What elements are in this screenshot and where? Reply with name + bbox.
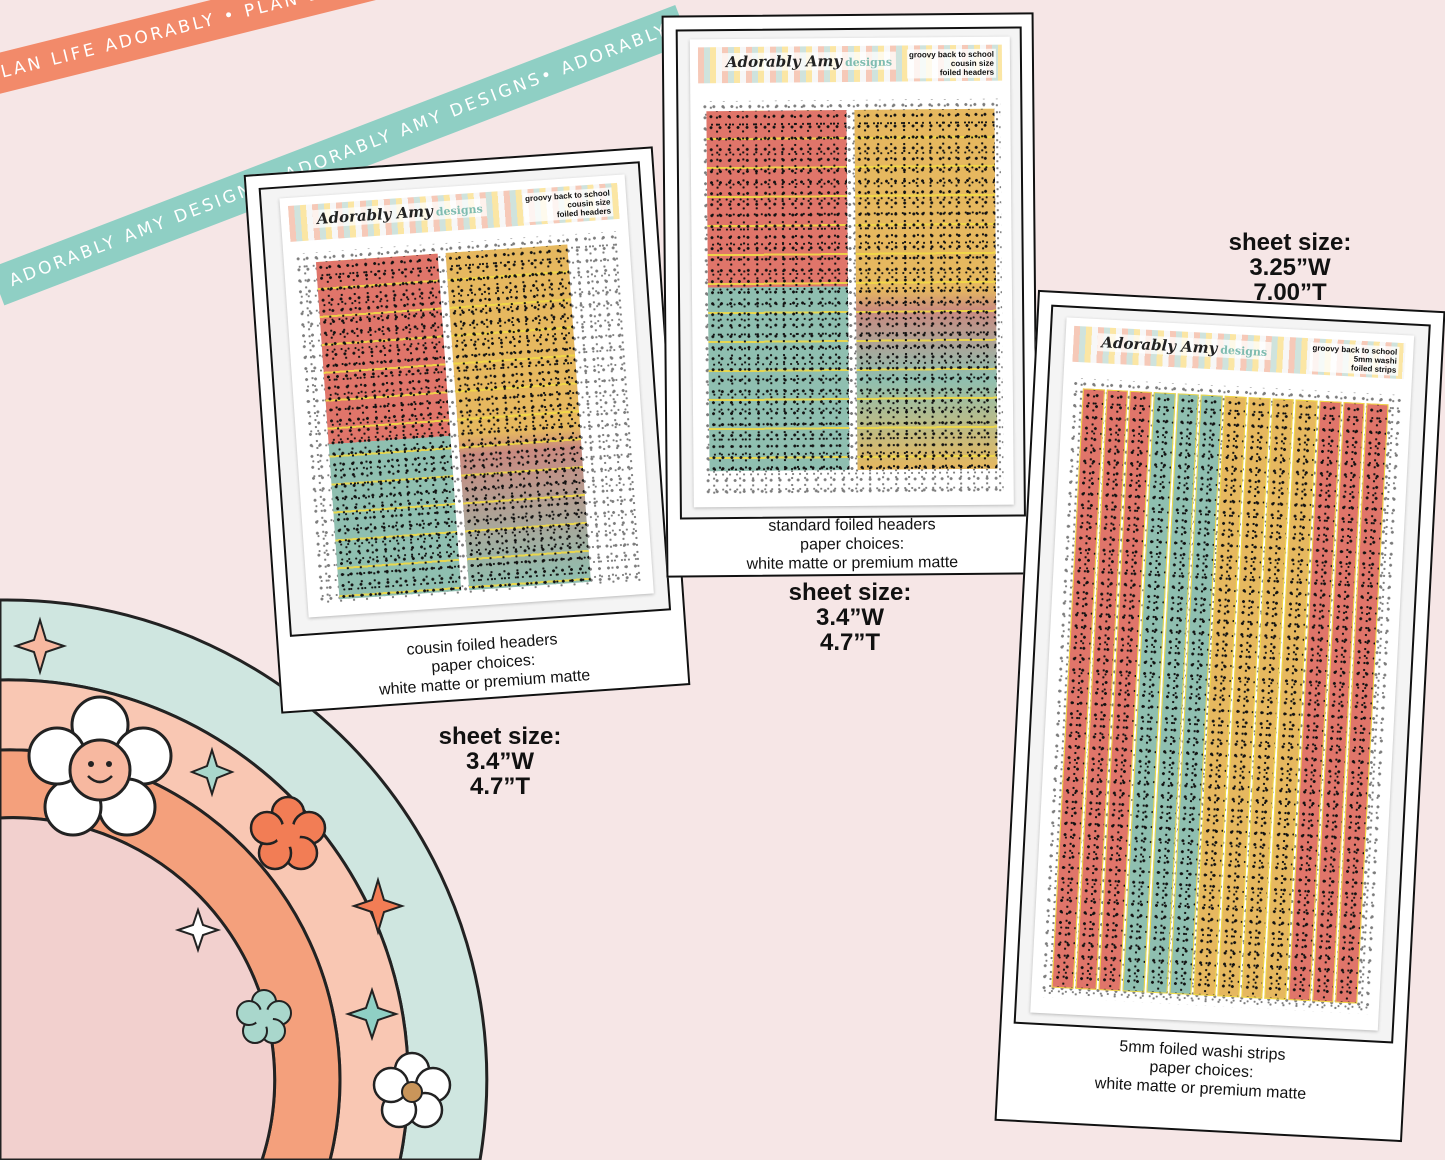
sheet-header: Adorably Amy designs groovy back to schoo… [697, 44, 1003, 84]
sheet-title: groovy back to school cousin size foiled h… [522, 187, 614, 223]
sheet-header: Adorably Amy designs groovy back to schoo… [287, 182, 620, 242]
sheet-size-label: sheet size: 3.4”W 4.7”T [438, 723, 562, 800]
flower-icon [236, 989, 292, 1044]
product-caption: 5mm foiled washi strips paper choices: whi… [1094, 1038, 1307, 1104]
brand-logo: Adorably Amy designs [1096, 333, 1272, 361]
header-column-right [445, 244, 591, 591]
rainbow-illustration [0, 598, 489, 1160]
product-caption: standard foiled headers paper choices: whi… [746, 516, 959, 573]
product-photo: Adorably Amy designs groovy back to schoo… [1013, 304, 1431, 1044]
smiley-flower-icon [27, 695, 173, 837]
sticker-sheet: Adorably Amy designs groovy back to schoo… [1030, 317, 1415, 1031]
washi-strip-group [1051, 388, 1391, 1004]
sparkle-icon [344, 986, 400, 1042]
brand-logo: Adorably Amy designs [312, 198, 488, 229]
sparkle-icon [189, 746, 235, 798]
sparkle-icon [12, 616, 68, 676]
sheet-header: Adorably Amy designs groovy back to schoo… [1072, 325, 1406, 380]
sheet-title: groovy back to school 5mm washi foiled str… [1309, 342, 1400, 376]
header-column-left [315, 253, 462, 600]
product-card-cousin: Adorably Amy designs groovy back to schoo… [243, 146, 691, 714]
sticker-sheet: Adorably Amy designs groovy back to schoo… [689, 36, 1014, 508]
sheet-size-label: sheet size: 3.4”W 4.7”T [788, 579, 912, 656]
product-card-washi: Adorably Amy designs groovy back to schoo… [994, 289, 1445, 1143]
flower-icon [249, 795, 327, 871]
product-photo: Adorably Amy designs groovy back to schoo… [675, 26, 1026, 520]
header-column-right [854, 108, 998, 470]
product-caption: cousin foiled headers paper choices: white… [378, 631, 591, 699]
product-photo: Adorably Amy designs groovy back to schoo… [258, 161, 672, 637]
flower-icon [372, 1051, 452, 1129]
sheet-title: groovy back to school cousin size foiled h… [906, 48, 997, 79]
brand-logo: Adorably Amy designs [721, 51, 897, 72]
sparkle-icon [174, 906, 222, 954]
sticker-sheet: Adorably Amy designs groovy back to schoo… [279, 174, 654, 618]
sheet-size-label: sheet size: 3.25”W 7.00”T [1228, 229, 1352, 306]
header-column-left [706, 110, 850, 472]
product-card-standard: Adorably Amy designs groovy back to schoo… [661, 12, 1039, 578]
sparkle-icon [350, 876, 406, 936]
